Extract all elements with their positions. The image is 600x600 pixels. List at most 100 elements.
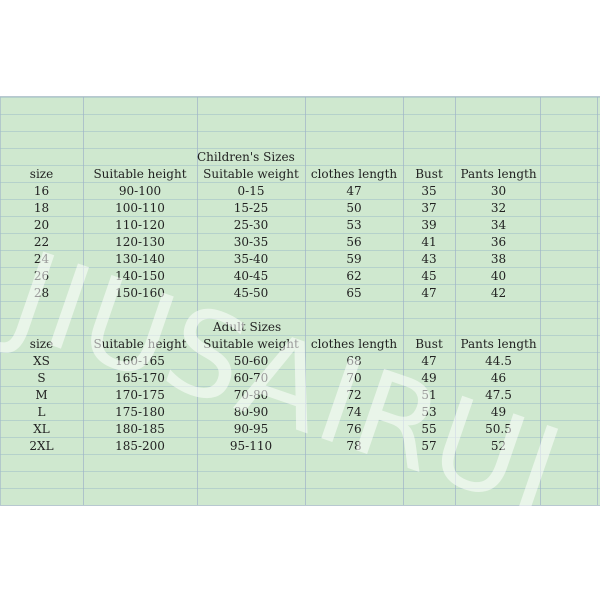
table-cell: 47.5 [485, 388, 512, 402]
table-cell: 28 [33, 286, 50, 300]
table-cell: 74 [346, 405, 362, 419]
table-cell: 150-160 [115, 286, 165, 300]
table-row: 16 90-100 0-15 47 35 30 [0, 182, 600, 199]
table-cell: 42 [490, 286, 507, 300]
table-cell: 78 [346, 439, 362, 453]
column-header: Bust [415, 167, 443, 181]
table-cell: 180-185 [115, 422, 165, 436]
column-divider [455, 97, 456, 505]
table-cell: 140-150 [115, 269, 165, 283]
table-cell: 35-40 [233, 252, 269, 266]
table-cell: 26 [33, 269, 50, 283]
table-cell: 72 [346, 388, 362, 402]
table-cell: 39 [421, 218, 437, 232]
table-cell: 35 [421, 184, 437, 198]
table-cell: 18 [33, 201, 50, 215]
table-cell: 70 [346, 371, 362, 385]
table-cell: 36 [490, 235, 507, 249]
table-cell: 50.5 [485, 422, 512, 436]
column-header: clothes length [310, 337, 398, 351]
table-cell: 40 [490, 269, 507, 283]
table-cell: 55 [421, 422, 437, 436]
table-cell: 95-110 [229, 439, 273, 453]
table-cell: 32 [490, 201, 507, 215]
table-cell: 100-110 [115, 201, 165, 215]
table-cell: 16 [33, 184, 50, 198]
column-divider [83, 97, 84, 505]
table-row: M 170-175 70-80 72 51 47.5 [0, 386, 600, 403]
table-cell: 49 [490, 405, 507, 419]
table-cell: 45-50 [233, 286, 269, 300]
table-cell: 44.5 [485, 354, 512, 368]
table-row: 22 120-130 30-35 56 41 36 [0, 233, 600, 250]
table-cell: 47 [421, 354, 437, 368]
column-header: size [29, 167, 54, 181]
table-cell: 60-70 [233, 371, 269, 385]
column-header: Suitable weight [203, 337, 299, 351]
column-divider [197, 97, 198, 505]
table-cell: XS [33, 354, 50, 368]
table-cell: 52 [490, 439, 507, 453]
table-cell: 59 [346, 252, 362, 266]
table-cell: 47 [346, 184, 362, 198]
table-cell: 62 [346, 269, 362, 283]
column-header: Suitable height [93, 337, 187, 351]
header-row: size Suitable height Suitable weight clothe… [0, 335, 600, 352]
table-cell: 45 [421, 269, 437, 283]
column-divider [403, 97, 404, 505]
table-row: 24 130-140 35-40 59 43 38 [0, 250, 600, 267]
table-cell: 53 [346, 218, 362, 232]
table-cell: 110-120 [115, 218, 165, 232]
header-row: size Suitable height Suitable weight clothe… [0, 165, 600, 182]
table-row: XL 180-185 90-95 76 55 50.5 [0, 420, 600, 437]
table-cell: 20 [33, 218, 50, 232]
table-cell: 41 [421, 235, 437, 249]
adult-sizes-title: Adult Sizes [213, 320, 282, 334]
table-row: L 175-180 80-90 74 53 49 [0, 403, 600, 420]
table-cell: 175-180 [115, 405, 165, 419]
table-cell: 47 [421, 286, 437, 300]
table-cell: 30-35 [233, 235, 269, 249]
table-row: 28 150-160 45-50 65 47 42 [0, 284, 600, 301]
table-cell: 53 [421, 405, 437, 419]
table-cell: 70-80 [233, 388, 269, 402]
children-sizes-title: Children's Sizes [197, 150, 295, 164]
table-cell: 30 [490, 184, 507, 198]
table-cell: 46 [490, 371, 507, 385]
column-header: Suitable weight [203, 167, 299, 181]
table-cell: 40-45 [233, 269, 269, 283]
table-cell: 56 [346, 235, 362, 249]
table-cell: 38 [490, 252, 507, 266]
table-cell: 120-130 [115, 235, 165, 249]
table-cell: 22 [33, 235, 50, 249]
table-cell: 37 [421, 201, 437, 215]
table-cell: 51 [421, 388, 437, 402]
table-row: 18 100-110 15-25 50 37 32 [0, 199, 600, 216]
column-header: size [29, 337, 54, 351]
column-divider [597, 97, 598, 505]
table-cell: 160-165 [115, 354, 165, 368]
table-row: 26 140-150 40-45 62 45 40 [0, 267, 600, 284]
table-cell: 24 [33, 252, 50, 266]
table-cell: 90-100 [118, 184, 162, 198]
table-cell: L [37, 405, 46, 419]
table-cell: 90-95 [233, 422, 269, 436]
table-row: S 165-170 60-70 70 49 46 [0, 369, 600, 386]
table-row: XS 160-165 50-60 68 47 44.5 [0, 352, 600, 369]
table-cell: 49 [421, 371, 437, 385]
size-chart-sheet: Children's Sizes size Suitable height Suit… [0, 96, 600, 506]
table-cell: 50-60 [233, 354, 269, 368]
table-cell: 165-170 [115, 371, 165, 385]
column-header: Pants length [460, 337, 537, 351]
column-header: Pants length [460, 167, 537, 181]
table-cell: XL [33, 422, 50, 436]
table-row: 20 110-120 25-30 53 39 34 [0, 216, 600, 233]
table-cell: 34 [490, 218, 507, 232]
table-cell: 170-175 [115, 388, 165, 402]
column-divider [540, 97, 541, 505]
table-cell: 43 [421, 252, 437, 266]
table-cell: 2XL [29, 439, 54, 453]
column-divider [305, 97, 306, 505]
table-cell: 0-15 [237, 184, 265, 198]
table-cell: 50 [346, 201, 362, 215]
